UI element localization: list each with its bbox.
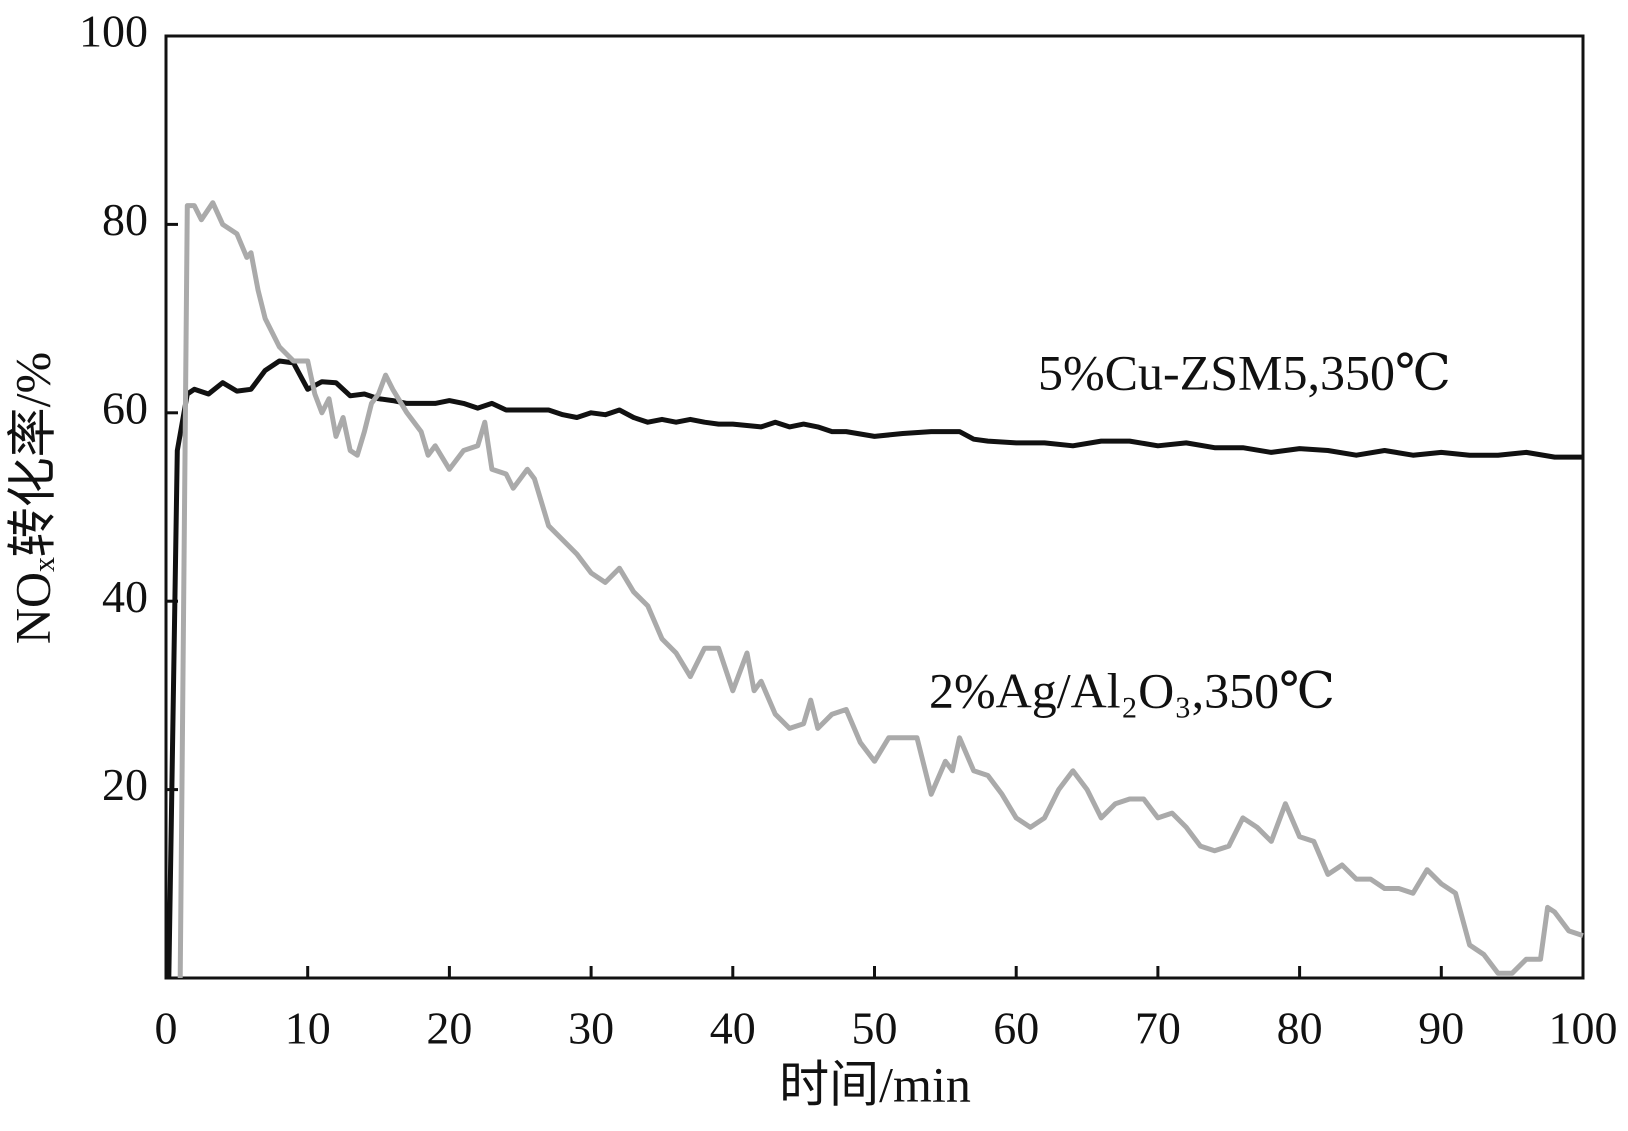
x-tick-label: 10: [285, 1003, 331, 1054]
y-tick-label: 60: [102, 382, 148, 433]
x-axis-label: 时间/min: [779, 1056, 971, 1112]
x-tick-label: 30: [568, 1003, 614, 1054]
x-tick-label: 60: [993, 1003, 1039, 1054]
y-tick-label: 20: [102, 759, 148, 810]
series-line: [166, 358, 1583, 979]
x-tick-label: 80: [1277, 1003, 1323, 1054]
x-tick-label: 70: [1135, 1003, 1181, 1054]
plot-frame: [164, 34, 1585, 980]
y-tick-label: 100: [79, 6, 148, 57]
y-tick-label: 80: [102, 194, 148, 245]
series-label: 5%Cu-ZSM5,350℃: [1038, 344, 1451, 400]
y-axis-label: NOₓ转化率/%: [4, 352, 60, 644]
x-tick-label: 20: [426, 1003, 472, 1054]
x-tick-label: 90: [1418, 1003, 1464, 1054]
x-tick-label: 40: [710, 1003, 756, 1054]
y-tick-label: 40: [102, 571, 148, 622]
series-line: [177, 200, 1584, 979]
x-tick-label: 100: [1549, 1003, 1618, 1054]
x-tick-label: 0: [155, 1003, 178, 1054]
series-label: 2%Ag/Al₂O₃,350℃: [929, 662, 1335, 718]
x-tick-label: 50: [852, 1003, 898, 1054]
